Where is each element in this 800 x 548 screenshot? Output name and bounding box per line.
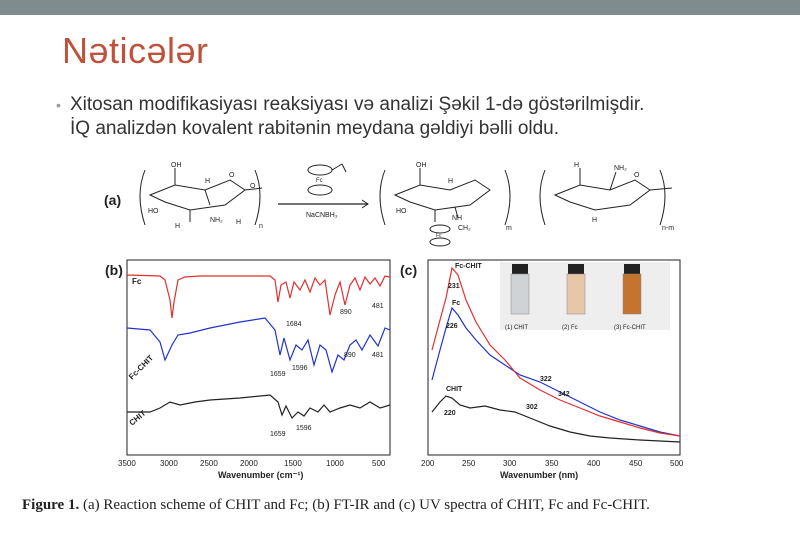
atom-r-h2: H (574, 162, 579, 169)
uv-anno-226: 226 (446, 323, 458, 330)
ftir-anno-1596a: 1596 (292, 365, 308, 372)
uv-xtick: 400 (587, 459, 601, 468)
caption-bold: Figure 1. (22, 497, 80, 513)
bullet-line-2: İQ analizdən kovalent rabitənin meydana … (70, 118, 560, 139)
figure: (a) OH O HO H H NH₂ H O n Fc NaCNBH₃ OH … (104, 162, 684, 480)
ftir-anno-1684: 1684 (286, 321, 302, 328)
ftir-label-fc: Fc (132, 277, 142, 286)
atom-l-h1: H (205, 178, 210, 185)
vial-3 (622, 264, 642, 315)
vial-2 (566, 264, 586, 315)
panel-c-xticks: 200 250 300 350 400 450 500 (421, 459, 684, 468)
vial-1 (510, 264, 530, 315)
top-bar (0, 0, 800, 15)
vial-label-1: (1) CHIT (505, 325, 528, 331)
atom-r-nh2: NH₂ (614, 165, 627, 172)
fc-label: Fc (316, 178, 323, 184)
ftir-anno-890b: 890 (344, 352, 356, 359)
uv-anno-302: 302 (526, 404, 538, 411)
atom-l-nh2: NH₂ (210, 217, 223, 224)
uv-chit-curve (431, 395, 681, 443)
ftir-label-fcchit: Fc-CHIT (127, 353, 155, 381)
ftir-xtick: 1500 (284, 459, 302, 468)
atom-r-fc: Fc (436, 233, 442, 239)
uv-xtick: 350 (545, 459, 559, 468)
atom-r-o: O (634, 172, 640, 179)
ftir-fcchit-curve (126, 317, 391, 375)
ftir-anno-1659a: 1659 (270, 371, 286, 378)
uv-anno-322: 322 (540, 376, 552, 383)
panel-a-label: (a) (104, 192, 121, 208)
ftir-xtick: 2000 (240, 459, 258, 468)
ftir-xtick: 3500 (118, 459, 136, 468)
panel-b-label: (b) (105, 262, 123, 278)
right-subscript-nm: n-m (662, 225, 674, 232)
panel-b-frame (126, 259, 391, 456)
uv-xtick: 250 (462, 459, 476, 468)
uv-label-fcchit: Fc-CHIT (455, 263, 483, 270)
ftir-fc-curve (126, 274, 391, 319)
atom-r-oh: OH (416, 162, 427, 169)
panel-c-label: (c) (400, 262, 417, 278)
uv-xtick: 300 (503, 459, 517, 468)
atom-r-h1: H (448, 178, 453, 185)
panel-b-xticks: 3500 3000 2500 2000 1500 1000 500 (118, 459, 386, 468)
atom-l-h3: H (236, 219, 241, 226)
bullet-line-1: Xitosan modifikasiyası reaksiyası və ana… (70, 94, 645, 115)
atom-l-o2: O (250, 183, 256, 190)
uv-xtick: 500 (670, 459, 684, 468)
ftir-anno-890a: 890 (340, 309, 352, 316)
ftir-anno-481a: 481 (372, 303, 384, 310)
panel-a-scheme: (a) OH O HO H H NH₂ H O n Fc NaCNBH₃ OH … (104, 162, 674, 247)
atom-l-ho: HO (148, 208, 159, 215)
ftir-xtick: 3000 (160, 459, 178, 468)
ftir-xlabel: Wavenumber (cm⁻¹) (218, 470, 303, 480)
uv-anno-231: 231 (448, 283, 460, 290)
atom-r-ch2: CH₂ (458, 225, 471, 232)
atom-l-oh: OH (171, 162, 182, 169)
atom-r-h3: H (592, 217, 597, 224)
uv-xlabel: Wavenumber (nm) (500, 470, 578, 480)
atom-l-o: O (229, 172, 235, 179)
uv-label-chit: CHIT (446, 386, 463, 393)
right-subscript-m: m (506, 225, 512, 232)
ftir-anno-1659b: 1659 (270, 431, 286, 438)
ftir-xtick: 2500 (200, 459, 218, 468)
uv-anno-220: 220 (444, 410, 456, 417)
panel-b-ftir: (b) Fc Fc-CHIT CHIT 1684 890 481 1659 15… (105, 259, 391, 480)
bullet-dot-icon: • (56, 97, 61, 113)
uv-xtick: 200 (421, 459, 435, 468)
left-subscript-n: n (259, 223, 263, 230)
atom-r-nh: NH (452, 215, 462, 222)
ftir-anno-1596b: 1596 (296, 425, 312, 432)
panel-c-uv: (c) (1) CHIT (2) Fc (3) Fc-CHIT Fc-CHIT … (400, 259, 684, 480)
uv-label-fc: Fc (452, 300, 460, 307)
atom-r-ho: HO (396, 208, 407, 215)
caption-text: (a) Reaction scheme of CHIT and Fc; (b) … (79, 497, 650, 513)
atom-l-h2: H (175, 223, 180, 230)
uv-fcchit-curve (431, 306, 681, 437)
uv-fc-curve (431, 266, 681, 437)
reagent-label: NaCNBH₃ (306, 212, 338, 219)
ftir-chit-curve (127, 394, 391, 420)
ftir-xtick: 1000 (326, 459, 344, 468)
slide-title: Nəticələr (62, 30, 209, 71)
panel-c-frame (427, 259, 681, 456)
vial-label-3: (3) Fc-CHIT (614, 325, 646, 331)
ftir-anno-481b: 481 (372, 352, 384, 359)
ftir-xtick: 500 (372, 459, 386, 468)
bullet-point: • Xitosan modifikasiyası reaksiyası və a… (56, 93, 645, 141)
figure-caption: Figure 1. (a) Reaction scheme of CHIT an… (22, 497, 650, 514)
uv-anno-342: 342 (558, 391, 570, 398)
uv-xtick: 450 (629, 459, 643, 468)
vial-label-2: (2) Fc (562, 325, 578, 331)
